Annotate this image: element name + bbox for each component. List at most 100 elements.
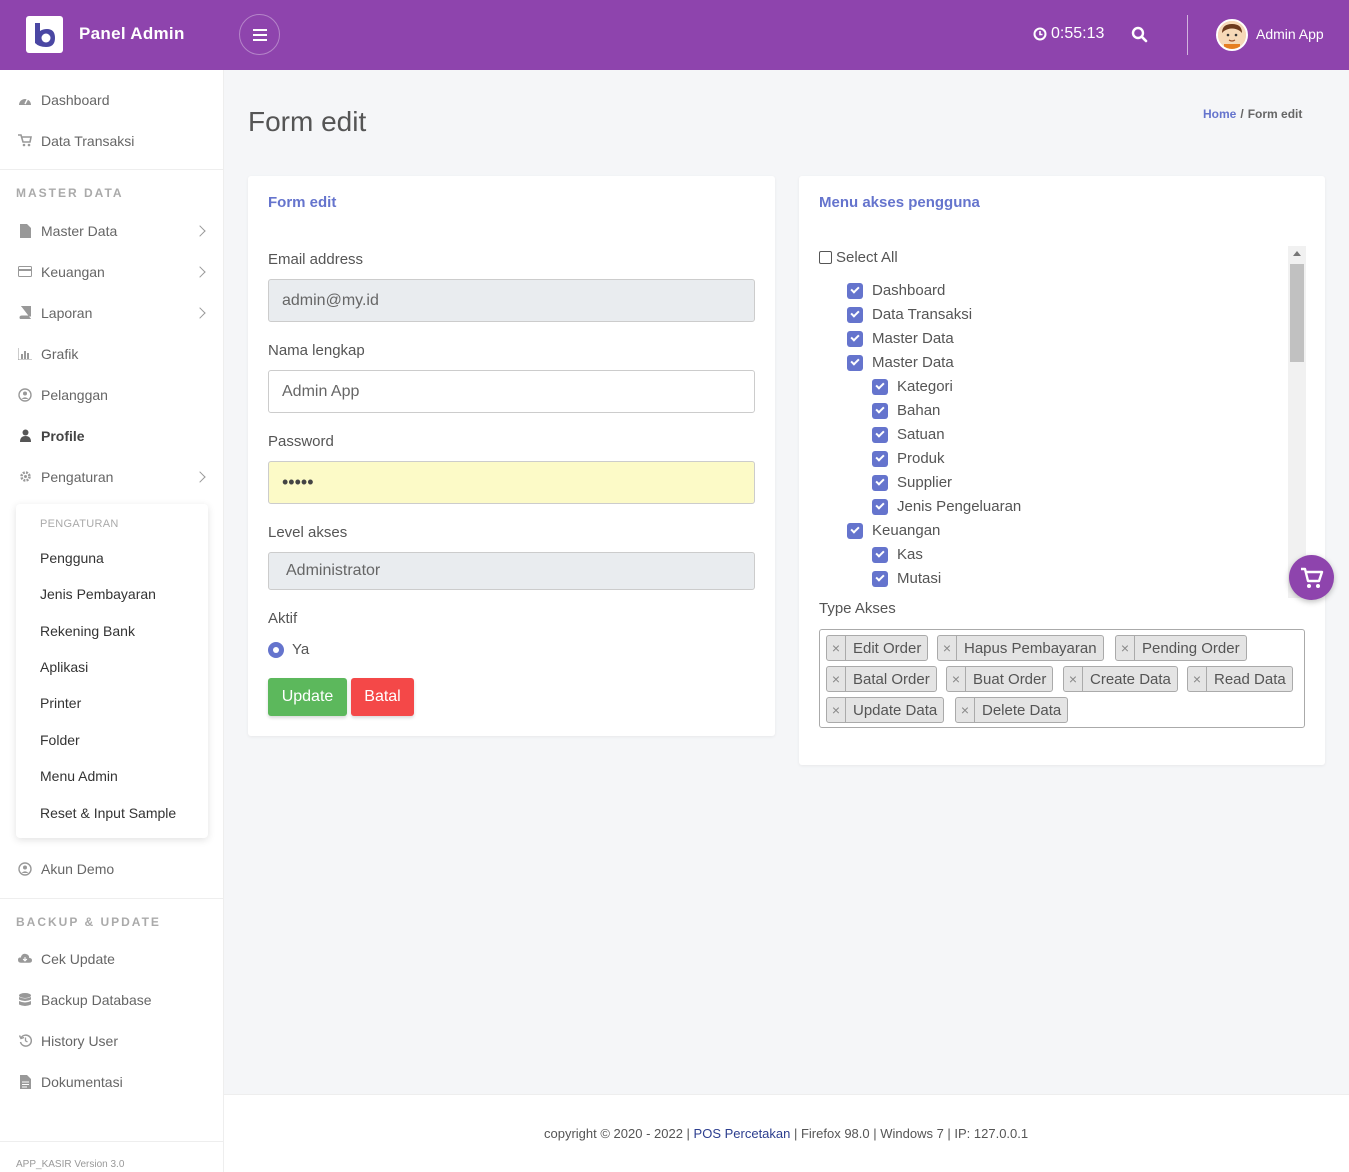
submenu-item-menu-admin[interactable]: Menu Admin	[40, 768, 118, 784]
password-field[interactable]: •••••	[268, 461, 755, 504]
app-version: APP_KASIR Version 3.0	[16, 1159, 125, 1170]
select-all-checkbox[interactable]: Select All	[819, 249, 898, 266]
user-circle-icon	[18, 387, 32, 402]
tree-item[interactable]: Produk	[872, 450, 945, 467]
email-value: admin@my.id	[282, 291, 379, 309]
breadcrumb-current: Form edit	[1247, 107, 1303, 121]
sidebar-item-dashboard[interactable]: Dashboard	[0, 79, 224, 120]
sidebar-item-backup-database[interactable]: Backup Database	[0, 979, 224, 1020]
breadcrumb-home-link[interactable]: Home	[1203, 107, 1237, 121]
level-label: Level akses	[268, 524, 348, 541]
timer-text: 0:55:13	[1051, 25, 1105, 42]
user-circle-icon	[18, 861, 32, 876]
tree-item[interactable]: Satuan	[872, 426, 945, 443]
tree-item[interactable]: Kategori	[872, 378, 953, 395]
email-field[interactable]: admin@my.id	[268, 279, 755, 322]
remove-tag-icon[interactable]: ×	[827, 698, 846, 722]
submenu-item-pengguna[interactable]: Pengguna	[40, 550, 104, 566]
tree-item[interactable]: Data Transaksi	[847, 306, 972, 323]
page-title: Form edit	[248, 106, 367, 137]
sidebar-item-akun-demo[interactable]: Akun Demo	[0, 848, 224, 889]
checkbox-checked-icon	[872, 498, 888, 515]
floating-cart-button[interactable]	[1289, 555, 1334, 600]
search-button[interactable]	[1131, 26, 1148, 48]
top-navbar: Panel Admin 0:55:13 Admin App	[0, 0, 1349, 70]
level-select[interactable]: Administrator	[268, 552, 755, 590]
sidebar-item-keuangan[interactable]: Keuangan	[0, 251, 224, 292]
submenu-item-reset-input-sample[interactable]: Reset & Input Sample	[40, 805, 177, 821]
header-divider	[1187, 15, 1188, 55]
chevron-right-icon	[194, 470, 206, 483]
remove-tag-icon[interactable]: ×	[1064, 667, 1083, 691]
sidebar-item-laporan[interactable]: Laporan	[0, 292, 224, 333]
tree-item[interactable]: Master Data	[847, 330, 954, 347]
checkbox-checked-icon	[872, 402, 888, 419]
name-field[interactable]: Admin App	[268, 370, 755, 413]
submenu-item-aplikasi[interactable]: Aplikasi	[40, 659, 89, 675]
remove-tag-icon[interactable]: ×	[827, 667, 846, 691]
tree-item[interactable]: Dashboard	[847, 282, 945, 299]
checkbox-icon	[819, 251, 832, 264]
remove-tag-icon[interactable]: ×	[1116, 636, 1135, 660]
tag-delete-data: × Delete Data	[955, 697, 1069, 723]
tag-create-data: × Create Data	[1063, 666, 1178, 692]
tree-item[interactable]: Master Data	[847, 354, 954, 371]
update-button[interactable]: Update	[268, 678, 347, 716]
sidebar-section-backup: BACKUP & UPDATE	[16, 915, 161, 929]
tag-batal-order: × Batal Order	[826, 666, 937, 692]
sidebar-item-master-data[interactable]: Master Data	[0, 210, 224, 251]
sidebar-item-pengaturan[interactable]: Pengaturan	[0, 456, 224, 497]
tree-item[interactable]: Mutasi	[872, 570, 941, 587]
submenu-item-rekening-bank[interactable]: Rekening Bank	[40, 623, 135, 639]
tag-read-data: × Read Data	[1187, 666, 1293, 692]
tree-item[interactable]: Jenis Pengeluaran	[872, 498, 1021, 515]
tag-buat-order: × Buat Order	[946, 666, 1054, 692]
remove-tag-icon[interactable]: ×	[827, 636, 846, 660]
checkbox-checked-icon	[872, 474, 888, 491]
access-card-title: Menu akses pengguna	[819, 194, 980, 211]
aktif-label: Aktif	[268, 610, 298, 627]
sidebar-item-cek-update[interactable]: Cek Update	[0, 938, 224, 979]
submenu-item-printer[interactable]: Printer	[40, 695, 82, 711]
remove-tag-icon[interactable]: ×	[956, 698, 975, 722]
scrollbar-thumb[interactable]	[1290, 264, 1304, 362]
aktif-radio-label[interactable]: Ya	[292, 641, 310, 658]
type-akses-multiselect[interactable]: × Edit Order × Hapus Pembayaran × Pending O…	[819, 629, 1305, 728]
password-value: •••••	[282, 472, 314, 492]
user-name[interactable]: Admin App	[1256, 26, 1324, 42]
sidebar-toggle-button[interactable]	[239, 14, 280, 55]
sidebar-item-pelanggan[interactable]: Pelanggan	[0, 374, 224, 415]
tree-scrollbar[interactable]	[1288, 246, 1306, 598]
sidebar-item-data-transaksi[interactable]: Data Transaksi	[0, 120, 224, 161]
sidebar-item-history-user[interactable]: History User	[0, 1020, 224, 1061]
tag-edit-order: × Edit Order	[826, 635, 929, 661]
checkbox-checked-icon	[847, 282, 863, 299]
sidebar-item-grafik[interactable]: Grafik	[0, 333, 224, 374]
sidebar-item-profile[interactable]: Profile	[0, 415, 224, 456]
cart-icon	[1300, 567, 1323, 588]
checkbox-checked-icon	[872, 546, 888, 563]
tree-item[interactable]: Keuangan	[847, 522, 940, 539]
cancel-button[interactable]: Batal	[351, 678, 414, 716]
avatar[interactable]	[1216, 19, 1248, 51]
footer-app-link[interactable]: POS Percetakan	[693, 1126, 791, 1141]
checkbox-checked-icon	[847, 306, 863, 323]
sidebar-item-dokumentasi[interactable]: Dokumentasi	[0, 1061, 224, 1102]
document-icon	[18, 1074, 32, 1089]
app-logo[interactable]	[26, 16, 63, 53]
submenu-item-folder[interactable]: Folder	[40, 732, 80, 748]
aktif-radio-ya[interactable]	[268, 642, 284, 658]
scroll-up-icon[interactable]	[1293, 251, 1301, 256]
submenu-item-jenis-pembayaran[interactable]: Jenis Pembayaran	[40, 586, 156, 602]
remove-tag-icon[interactable]: ×	[1188, 667, 1207, 691]
tree-item[interactable]: Kas	[872, 546, 923, 563]
sidebar-divider	[0, 898, 224, 899]
remove-tag-icon[interactable]: ×	[947, 667, 966, 691]
remove-tag-icon[interactable]: ×	[938, 636, 957, 660]
book-icon	[18, 306, 32, 320]
type-akses-label: Type Akses	[819, 600, 896, 617]
tree-item[interactable]: Bahan	[872, 402, 940, 419]
checkbox-checked-icon	[847, 354, 863, 371]
tree-item[interactable]: Supplier	[872, 474, 952, 491]
access-tree: Select All Dashboard Data Transaksi Mast…	[819, 246, 1305, 598]
